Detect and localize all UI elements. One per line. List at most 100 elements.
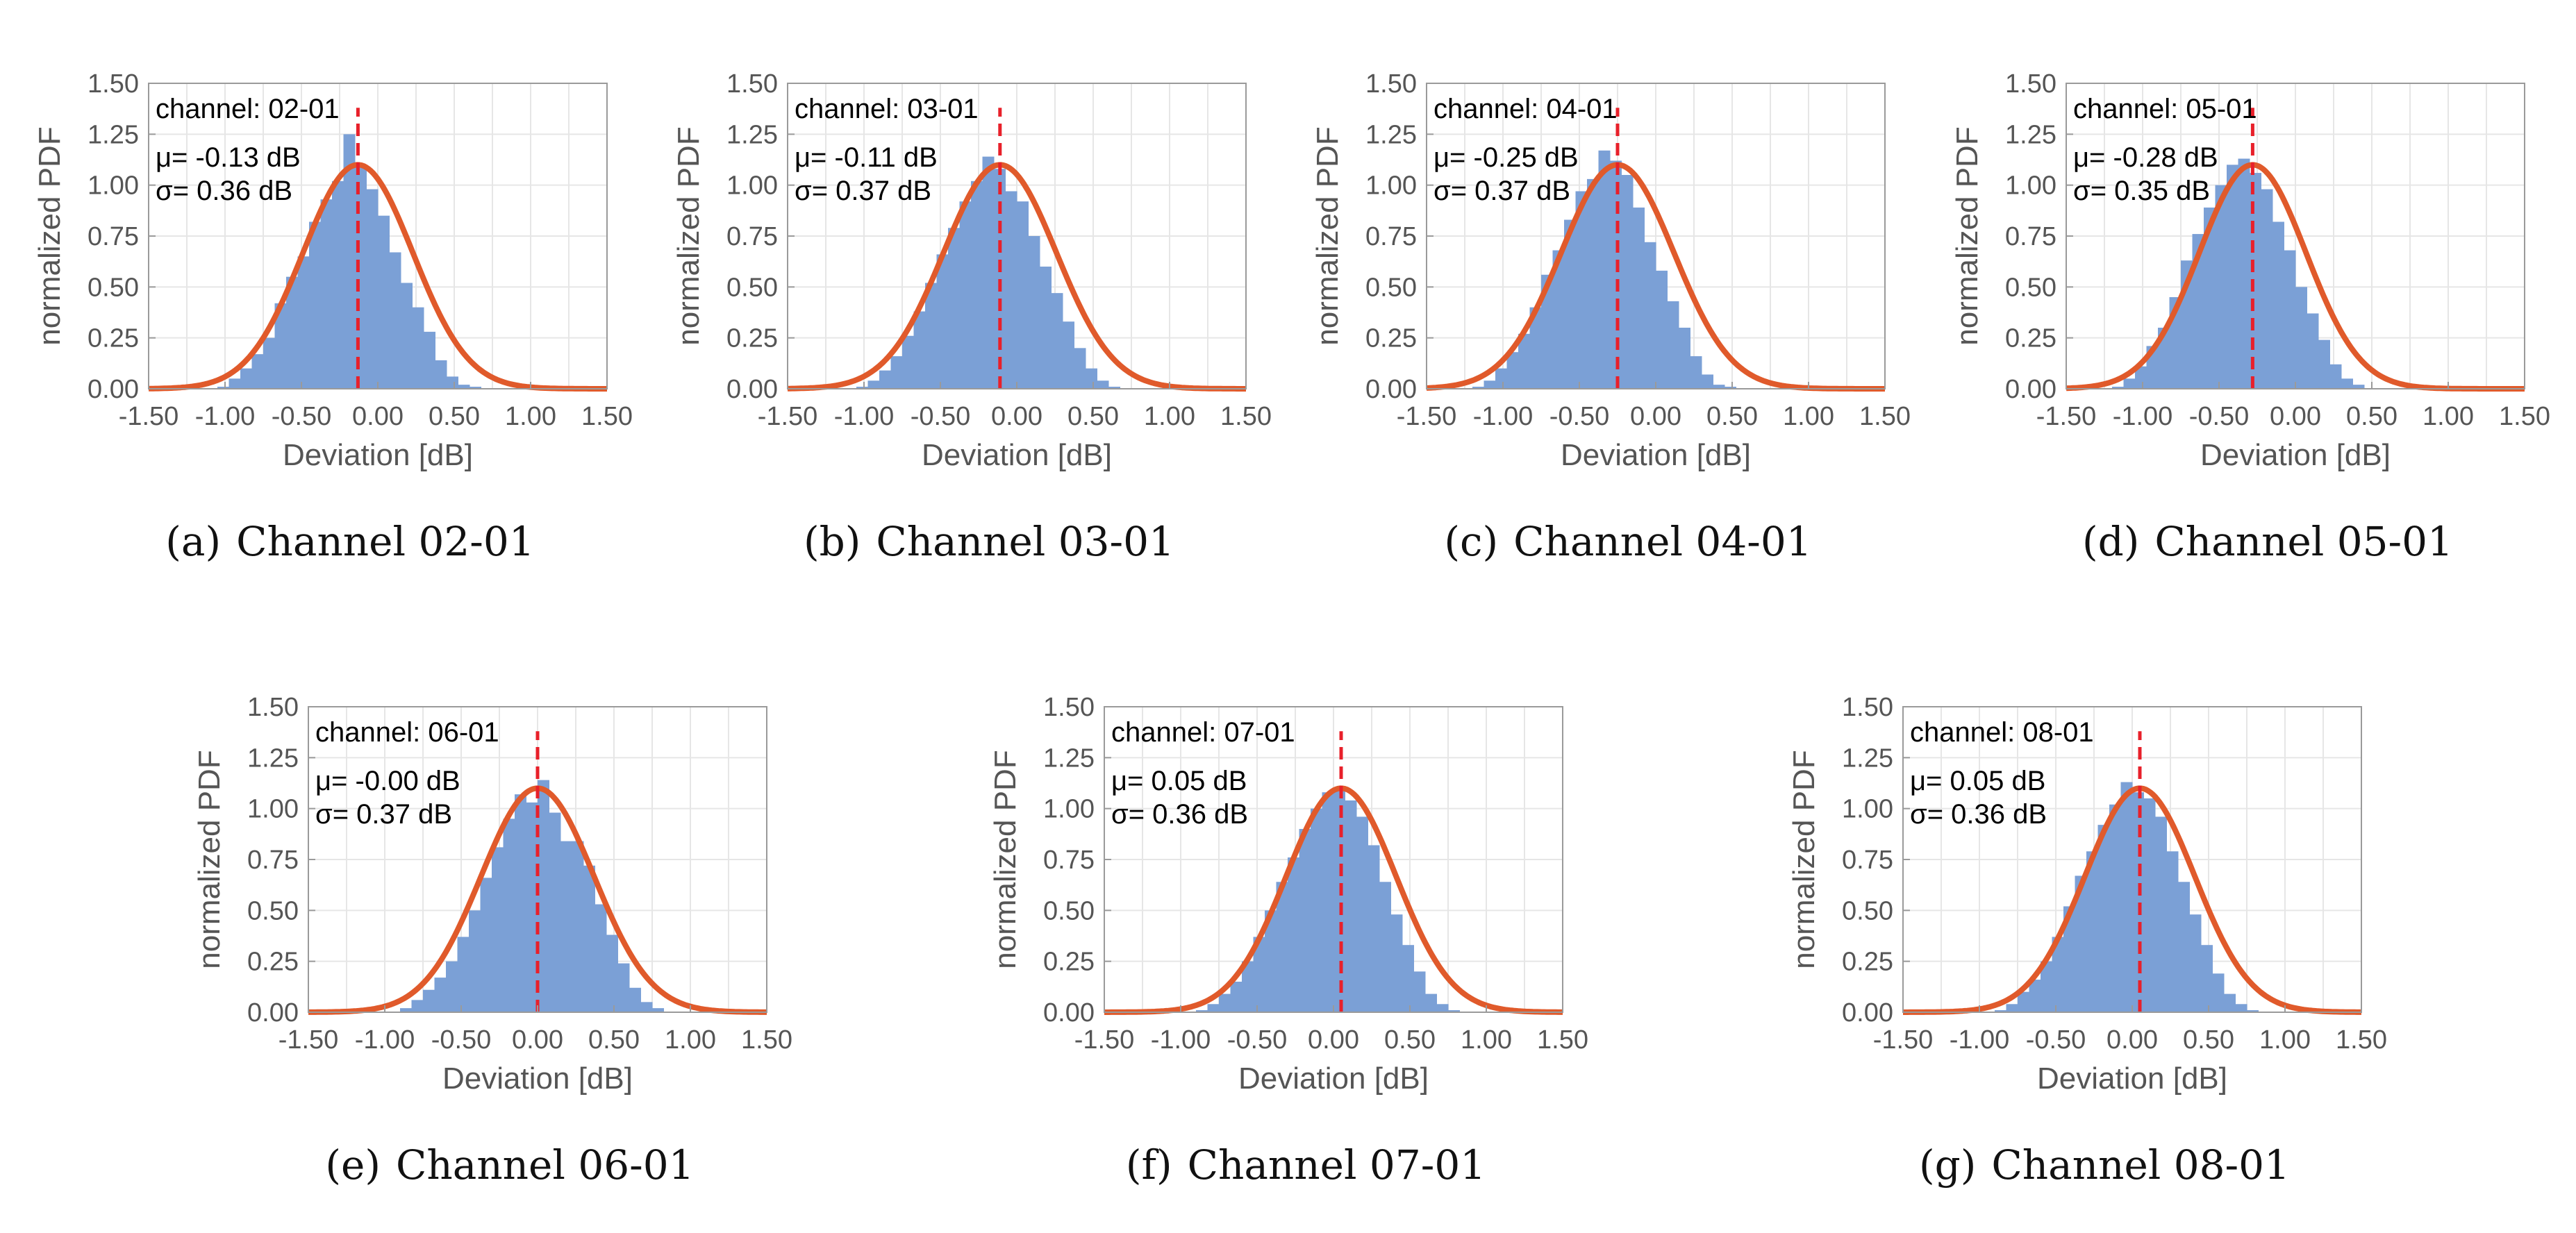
x-tick-label: -1.00 <box>834 402 895 431</box>
y-tick-labels: 0.00 0.25 0.50 0.75 1.00 1.25 1.50 <box>247 693 315 1028</box>
histogram-bar <box>902 335 914 389</box>
x-tick-label: -0.50 <box>1549 402 1610 431</box>
histogram-bar <box>2295 287 2307 389</box>
histogram-bar <box>1402 945 1414 1012</box>
y-tick-label: 1.50 <box>2005 69 2056 99</box>
histogram-bar <box>355 165 367 389</box>
caption-letter: (f) <box>1126 1141 1172 1189</box>
mu-annotation: μ= -0.11 dB <box>795 142 938 173</box>
x-tick-label: 0.50 <box>1706 402 1758 431</box>
sigma-annotation: σ= 0.37 dB <box>795 176 931 206</box>
y-tick-label: 1.00 <box>1365 171 1417 201</box>
x-tick-labels: -1.50 -1.00 -0.50 0.00 0.50 1.00 1.50 <box>279 1005 792 1055</box>
y-tick-label: 0.00 <box>2005 375 2056 404</box>
histogram-bar <box>2227 165 2238 389</box>
y-tick-labels: 0.00 0.25 0.50 0.75 1.00 1.25 1.50 <box>88 69 156 404</box>
x-axis-label: Deviation [dB] <box>922 438 1112 472</box>
y-tick-label: 1.50 <box>247 693 299 722</box>
histogram-bar <box>1063 321 1074 389</box>
histogram-bar <box>1575 191 1588 389</box>
histogram-bar <box>309 221 321 389</box>
histogram-bar <box>2006 1004 2018 1012</box>
y-tick-labels: 0.00 0.25 0.50 0.75 1.00 1.25 1.50 <box>1842 693 1910 1028</box>
y-tick-label: 0.75 <box>1365 222 1417 251</box>
histogram-bars <box>1995 782 2259 1012</box>
histogram-bar <box>2086 851 2098 1012</box>
x-tick-label: 1.00 <box>665 1025 716 1055</box>
x-tick-label: 1.00 <box>1783 402 1834 431</box>
sigma-annotation: σ= 0.37 dB <box>1434 176 1570 206</box>
histogram-bar <box>1299 829 1311 1012</box>
y-tick-label: 1.25 <box>247 744 299 773</box>
channel-annotation: channel: 07-01 <box>1111 717 1295 748</box>
panel-caption: (e) Channel 06-01 <box>325 1141 694 1189</box>
caption-letter: (b) <box>804 518 861 565</box>
histogram-bar <box>948 228 960 389</box>
x-tick-label: -0.50 <box>431 1025 492 1055</box>
histogram-bar <box>583 865 595 1012</box>
histogram-bar <box>1017 201 1029 389</box>
histogram-bar <box>890 356 903 389</box>
histogram-bar <box>286 276 298 389</box>
histogram-bar <box>297 256 310 389</box>
histogram-bar <box>1086 368 1097 389</box>
y-tick-label: 1.00 <box>1842 795 1893 824</box>
histogram-bar <box>1333 788 1345 1012</box>
histogram-bar <box>1051 293 1063 389</box>
histogram-bar <box>913 311 926 389</box>
histogram-bar <box>2261 189 2273 389</box>
histogram-bar <box>2204 207 2216 389</box>
y-tick-label: 0.00 <box>726 375 778 404</box>
histogram-bar <box>1311 808 1322 1012</box>
histogram-bar <box>936 254 949 389</box>
histogram-bar <box>2097 825 2110 1012</box>
x-tick-label: 0.50 <box>588 1025 640 1055</box>
histogram-bar <box>2109 804 2121 1012</box>
histogram-bar <box>1074 348 1086 389</box>
histogram-bar <box>503 819 515 1012</box>
x-tick-label: -1.50 <box>1074 1025 1135 1055</box>
x-tick-label: 0.00 <box>1308 1025 1359 1055</box>
y-tick-label: 0.50 <box>247 896 299 925</box>
histogram-bar <box>856 387 868 389</box>
histogram-bar <box>1108 387 1120 389</box>
caption-letter: (c) <box>1444 518 1498 565</box>
histogram-bar <box>2166 851 2179 1012</box>
x-tick-label: 1.00 <box>2259 1025 2311 1055</box>
x-tick-label: -1.50 <box>758 402 818 431</box>
x-tick-label: 0.50 <box>1067 402 1119 431</box>
y-tick-label: 1.50 <box>88 69 139 99</box>
histogram-bar <box>434 978 447 1012</box>
caption-title: Channel 03-01 <box>876 518 1174 565</box>
caption-title: Channel 04-01 <box>1513 518 1812 565</box>
histogram-bar <box>640 1002 653 1012</box>
histogram-bar <box>492 847 504 1012</box>
histogram-bar <box>2075 875 2087 1012</box>
x-tick-label: 1.50 <box>741 1025 792 1055</box>
histogram-bar <box>1207 1004 1220 1012</box>
y-tick-label: 0.00 <box>1842 998 1893 1028</box>
histogram-bar <box>378 215 390 389</box>
channel-annotation: channel: 08-01 <box>1910 717 2094 748</box>
x-tick-labels: -1.50 -1.00 -0.50 0.00 0.50 1.00 1.50 <box>2036 382 2550 431</box>
y-tick-label: 0.25 <box>1842 948 1893 977</box>
sigma-annotation: σ= 0.36 dB <box>1910 799 2047 830</box>
histogram-bar <box>2112 387 2124 389</box>
y-tick-label: 0.75 <box>1043 846 1095 875</box>
x-tick-label: 0.00 <box>2270 402 2321 431</box>
histogram-bar <box>606 934 618 1012</box>
histogram-bar <box>458 385 470 389</box>
histogram-bar <box>1276 882 1288 1012</box>
histogram-bar <box>480 878 492 1012</box>
y-tick-label: 0.25 <box>247 948 299 977</box>
x-tick-label: 0.00 <box>2106 1025 2158 1055</box>
histogram-bar <box>925 283 937 389</box>
sigma-annotation: σ= 0.35 dB <box>2073 176 2210 206</box>
panel-3: -1.50 -1.00 -0.50 0.00 0.50 1.00 1.500.000.250… <box>1311 69 1911 565</box>
y-tick-label: 1.25 <box>1043 744 1095 773</box>
histogram-bar <box>1495 368 1507 389</box>
histogram-bar <box>1506 352 1519 389</box>
histogram-bar <box>526 802 538 1012</box>
x-tick-label: 1.00 <box>1144 402 1195 431</box>
histogram-bar <box>457 937 470 1012</box>
